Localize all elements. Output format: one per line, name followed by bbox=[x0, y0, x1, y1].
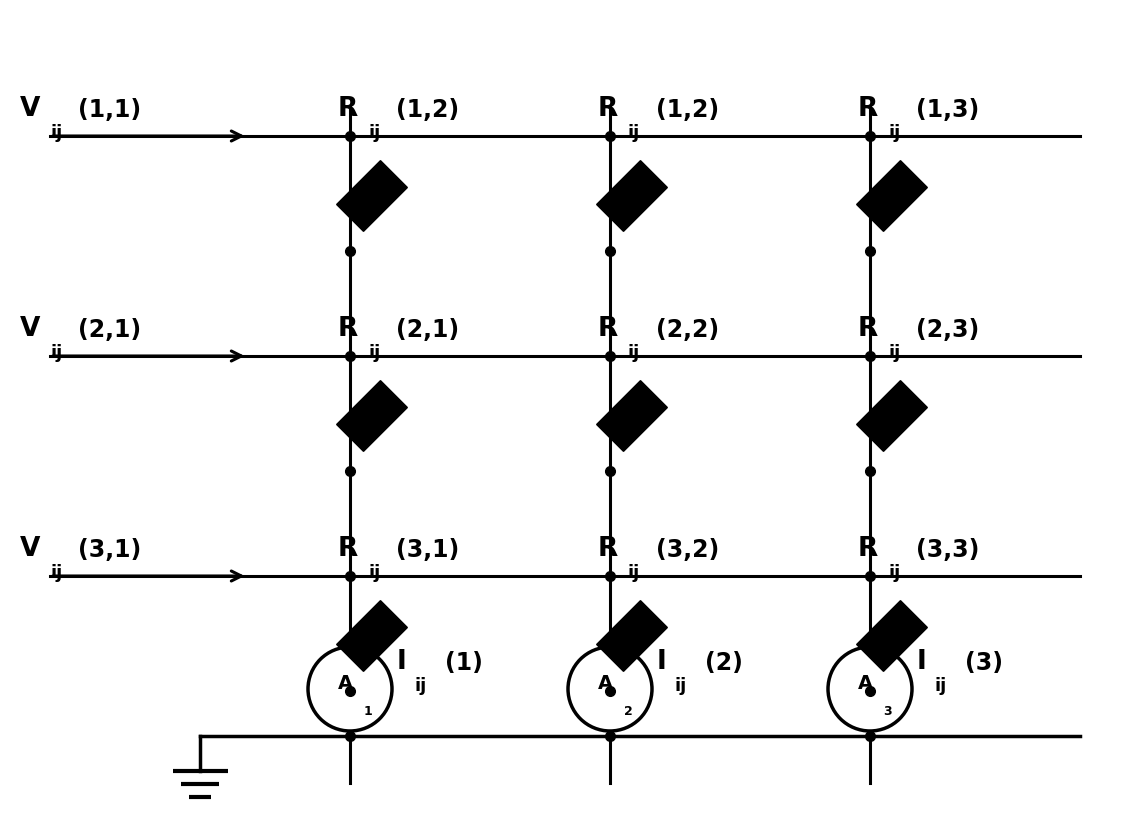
Text: ij: ij bbox=[369, 344, 380, 361]
Polygon shape bbox=[337, 601, 407, 671]
Text: 3: 3 bbox=[883, 705, 892, 717]
Text: R: R bbox=[598, 316, 618, 342]
Text: I: I bbox=[397, 648, 407, 674]
Text: ij: ij bbox=[888, 124, 900, 142]
Text: ij: ij bbox=[888, 563, 900, 581]
Text: (2): (2) bbox=[705, 650, 743, 674]
Text: 1: 1 bbox=[364, 705, 372, 717]
Text: ij: ij bbox=[936, 676, 947, 694]
Text: (1,2): (1,2) bbox=[396, 98, 459, 122]
Text: R: R bbox=[598, 96, 618, 122]
Polygon shape bbox=[337, 381, 407, 451]
Text: ij: ij bbox=[415, 676, 428, 694]
Text: (3,1): (3,1) bbox=[78, 538, 142, 561]
Text: (1,3): (1,3) bbox=[916, 98, 980, 122]
Text: V: V bbox=[20, 316, 41, 342]
Text: R: R bbox=[858, 535, 878, 561]
Text: (2,1): (2,1) bbox=[396, 318, 459, 342]
Text: (3): (3) bbox=[965, 650, 1002, 674]
Text: A: A bbox=[857, 674, 872, 693]
Text: 2: 2 bbox=[624, 705, 633, 717]
Polygon shape bbox=[337, 161, 407, 232]
Text: R: R bbox=[858, 96, 878, 122]
Text: R: R bbox=[338, 96, 358, 122]
Text: ij: ij bbox=[628, 563, 641, 581]
Text: ij: ij bbox=[888, 344, 900, 361]
Text: ij: ij bbox=[675, 676, 687, 694]
Text: (2,2): (2,2) bbox=[655, 318, 719, 342]
Text: A: A bbox=[598, 674, 612, 693]
Text: A: A bbox=[338, 674, 353, 693]
Polygon shape bbox=[596, 601, 667, 671]
Text: ij: ij bbox=[628, 124, 641, 142]
Text: ij: ij bbox=[369, 563, 380, 581]
Text: V: V bbox=[20, 96, 41, 122]
Text: (1,1): (1,1) bbox=[78, 98, 141, 122]
Text: R: R bbox=[598, 535, 618, 561]
Text: ij: ij bbox=[50, 563, 62, 581]
Text: (2,1): (2,1) bbox=[78, 318, 141, 342]
Text: I: I bbox=[917, 648, 926, 674]
Text: R: R bbox=[858, 316, 878, 342]
Text: ij: ij bbox=[628, 344, 641, 361]
Text: ij: ij bbox=[50, 124, 62, 142]
Text: (1): (1) bbox=[445, 650, 483, 674]
Polygon shape bbox=[856, 161, 928, 232]
Text: (1,2): (1,2) bbox=[655, 98, 719, 122]
Polygon shape bbox=[856, 601, 928, 671]
Text: R: R bbox=[338, 535, 358, 561]
Polygon shape bbox=[596, 161, 667, 232]
Polygon shape bbox=[596, 381, 667, 451]
Text: I: I bbox=[657, 648, 667, 674]
Text: V: V bbox=[20, 535, 41, 561]
Text: (3,3): (3,3) bbox=[916, 538, 980, 561]
Text: (2,3): (2,3) bbox=[916, 318, 980, 342]
Text: R: R bbox=[338, 316, 358, 342]
Text: ij: ij bbox=[369, 124, 380, 142]
Polygon shape bbox=[856, 381, 928, 451]
Text: ij: ij bbox=[50, 344, 62, 361]
Text: (3,2): (3,2) bbox=[655, 538, 719, 561]
Text: (3,1): (3,1) bbox=[396, 538, 459, 561]
